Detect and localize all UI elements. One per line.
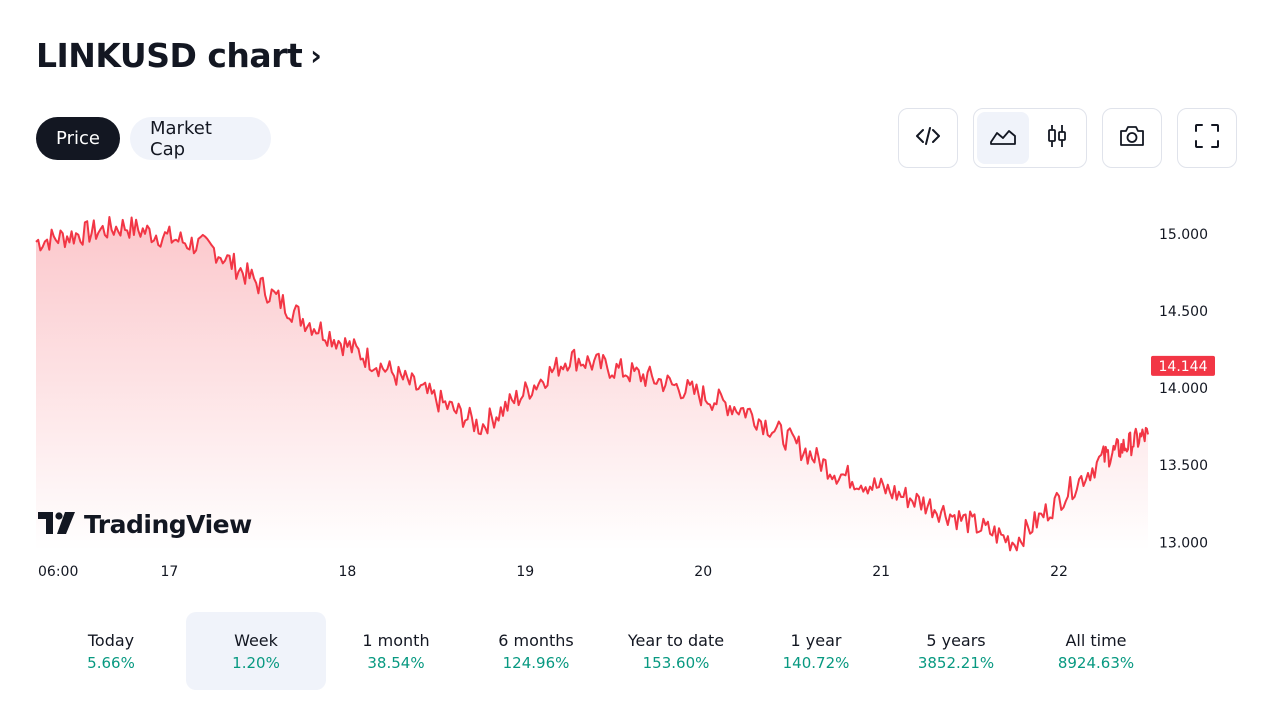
- last-price-badge: 14.144: [1151, 355, 1215, 376]
- price-area: [36, 217, 1148, 551]
- period-change: 124.96%: [502, 653, 570, 672]
- x-tick-label: 22: [1050, 564, 1068, 580]
- period-week[interactable]: Week 1.20%: [186, 612, 326, 690]
- x-tick-label: 21: [872, 564, 890, 580]
- y-tick-label: 14.500: [1159, 304, 1208, 320]
- period-change: 38.54%: [367, 653, 425, 672]
- tab-price[interactable]: Price: [36, 117, 120, 160]
- x-tick-label: 19: [516, 564, 534, 580]
- price-line: [35, 216, 1149, 552]
- x-tick-label: 18: [338, 564, 356, 580]
- period-label: All time: [1065, 630, 1127, 650]
- line-chart-button[interactable]: [977, 112, 1029, 164]
- y-tick-label: 15.000: [1159, 227, 1208, 243]
- period-change: 3852.21%: [917, 653, 995, 672]
- y-tick-label: 14.000: [1159, 381, 1208, 397]
- last-price-label: 14.144: [1159, 359, 1208, 375]
- period-label: Year to date: [627, 630, 725, 650]
- period-today[interactable]: Today 5.66%: [36, 612, 186, 690]
- camera-icon: [1118, 124, 1146, 152]
- page-title: LINKUSD chart: [36, 36, 303, 75]
- performance-bar: Today 5.66% Week 1.20% 1 month 38.54% 6 months…: [36, 612, 1244, 690]
- tradingview-logo: TradingView: [38, 510, 252, 539]
- x-axis: 06:00 17 18 19 20 21 22: [38, 564, 1068, 580]
- tradingview-wordmark: TradingView: [84, 510, 252, 539]
- period-label: Week: [234, 630, 278, 650]
- candlestick-chart-button[interactable]: [1031, 112, 1083, 164]
- period-6-months[interactable]: 6 months 124.96%: [466, 612, 606, 690]
- snapshot-button[interactable]: [1102, 108, 1162, 168]
- period-1-year[interactable]: 1 year 140.72%: [746, 612, 886, 690]
- period-label: 1 month: [362, 630, 430, 650]
- chart-title-link[interactable]: LINKUSD chart ›: [36, 36, 322, 75]
- period-label: 5 years: [926, 630, 986, 650]
- fullscreen-icon: [1194, 123, 1220, 153]
- embed-button[interactable]: [898, 108, 958, 168]
- tradingview-icon: [38, 511, 76, 538]
- y-tick-label: 13.500: [1159, 458, 1208, 474]
- period-change: 153.60%: [642, 653, 710, 672]
- fullscreen-button[interactable]: [1177, 108, 1237, 168]
- period-all-time[interactable]: All time 8924.63%: [1026, 612, 1166, 690]
- tab-market-cap[interactable]: Market Cap: [130, 117, 271, 160]
- x-tick-label: 20: [694, 564, 712, 580]
- period-change: 1.20%: [232, 653, 280, 672]
- period-change: 140.72%: [782, 653, 850, 672]
- code-icon: [915, 126, 941, 150]
- period-change: 8924.63%: [1057, 653, 1135, 672]
- period-label: 6 months: [498, 630, 574, 650]
- x-tick-label: 17: [161, 564, 179, 580]
- period-label: Today: [87, 630, 135, 650]
- period-year-to-date[interactable]: Year to date 153.60%: [606, 612, 746, 690]
- area-chart-icon: [989, 126, 1017, 150]
- chevron-right-icon: ›: [310, 39, 322, 72]
- period-change: 5.66%: [87, 653, 135, 672]
- period-5-years[interactable]: 5 years 3852.21%: [886, 612, 1026, 690]
- price-chart[interactable]: 15.000 14.500 14.000 13.500 13.000 06:00 17 18…: [0, 180, 1280, 590]
- x-tick-label: 06:00: [38, 564, 78, 580]
- candlestick-icon: [1045, 123, 1069, 153]
- y-axis: 15.000 14.500 14.000 13.500 13.000: [1159, 227, 1208, 551]
- period-1-month[interactable]: 1 month 38.54%: [326, 612, 466, 690]
- y-tick-label: 13.000: [1159, 535, 1208, 551]
- period-label: 1 year: [790, 630, 842, 650]
- chart-style-toggle: [973, 108, 1087, 168]
